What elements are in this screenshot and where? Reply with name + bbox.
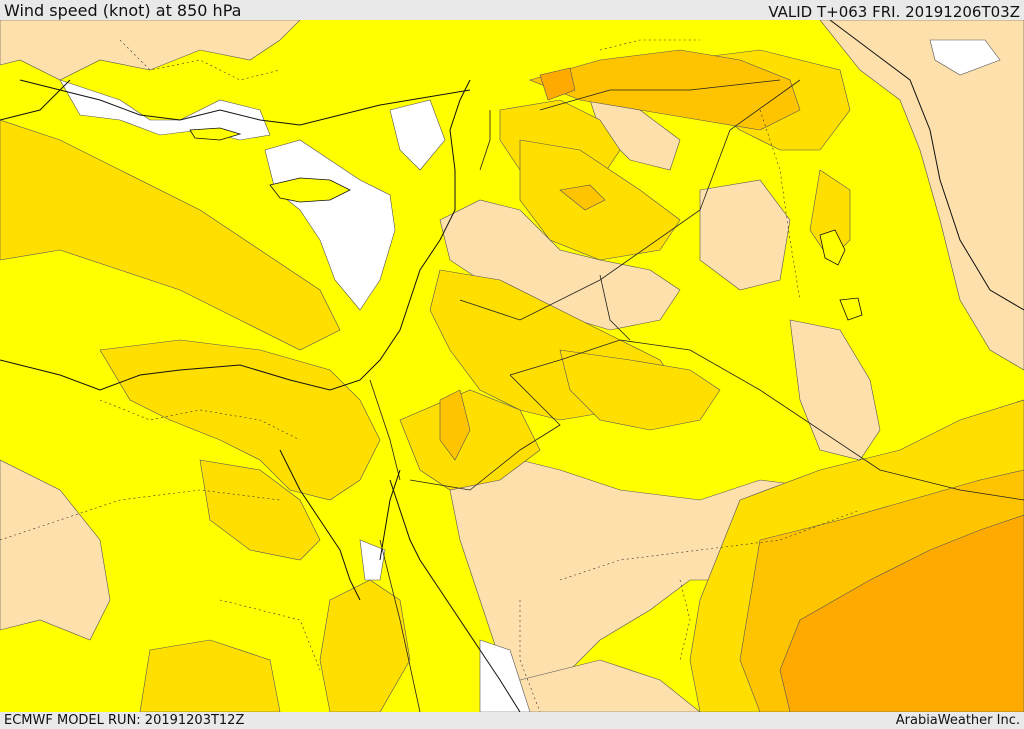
wind-speed-map [0,20,1024,712]
model-run: ECMWF MODEL RUN: 20191203T12Z [4,713,245,728]
footer-bar: ECMWF MODEL RUN: 20191203T12Z ArabiaWeat… [0,712,1024,729]
credit-text: ArabiaWeather Inc. [895,713,1020,728]
header-bar: Wind speed (knot) at 850 hPa VALID T+063… [0,0,1024,21]
islands [189,127,863,321]
map-title: Wind speed (knot) at 850 hPa [4,1,242,20]
valid-time: VALID T+063 FRI. 20191206T03Z [768,3,1020,21]
country-borders [369,79,1024,712]
field-orange [539,67,1024,712]
coastlines [0,20,1024,712]
province-boundaries [0,39,861,712]
